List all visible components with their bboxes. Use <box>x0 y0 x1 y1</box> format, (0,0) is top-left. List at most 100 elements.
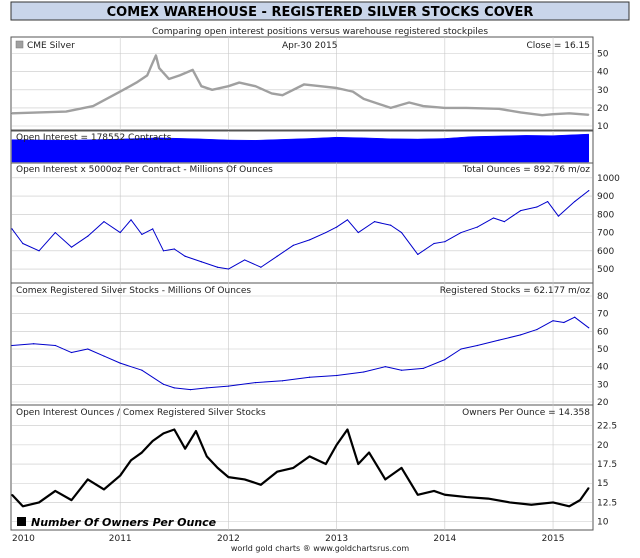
y-tick-label: 1000 <box>597 174 620 184</box>
data-point-oi-ounces <box>400 231 403 234</box>
data-point-registered <box>141 369 143 371</box>
data-point-owners <box>292 467 294 469</box>
data-point-silver <box>38 111 40 114</box>
data-point-silver <box>408 101 410 104</box>
panel-silver-frame <box>10 36 594 131</box>
data-point-oi-ounces <box>141 233 143 235</box>
data-point-owners <box>588 487 590 489</box>
silver-legend-swatch <box>15 40 24 49</box>
data-point-silver <box>238 81 240 84</box>
x-tick-label: 2013 <box>325 534 348 544</box>
data-point-registered <box>281 380 284 382</box>
data-point-oi-ounces <box>216 266 219 268</box>
data-point-registered <box>519 334 522 336</box>
y-tick-label: 800 <box>597 210 614 220</box>
chart-subtitle: Comparing open interest positions versus… <box>152 27 488 37</box>
data-point-owners <box>11 494 13 496</box>
grid-layer <box>12 37 592 530</box>
data-point-owners <box>487 497 489 500</box>
data-point-silver <box>319 85 321 87</box>
data-point-oi-ounces <box>184 255 186 257</box>
y-tick-label: 60 <box>597 327 609 337</box>
data-point-oi-ounces <box>346 219 349 221</box>
y-tick-label: 20 <box>597 398 609 408</box>
data-point-oi-ounces <box>373 221 376 223</box>
y-tick-label: 12.5 <box>597 498 617 508</box>
data-point-oi-ounces <box>336 226 338 228</box>
y-tick-label: 40 <box>597 363 609 373</box>
x-tick-label: 2010 <box>12 534 35 544</box>
data-point-oi-ounces <box>119 231 121 234</box>
data-point-silver <box>588 114 590 116</box>
data-point-silver <box>92 105 94 107</box>
data-point-oi-ounces <box>547 200 549 203</box>
data-point-owners <box>417 494 419 496</box>
data-point-silver <box>152 62 154 64</box>
data-point-owners <box>444 494 446 496</box>
data-point-registered <box>162 383 165 385</box>
series-area-open-interest <box>11 133 590 163</box>
data-point-silver <box>11 112 13 114</box>
data-point-silver <box>65 110 67 113</box>
data-point-silver <box>519 111 522 114</box>
data-point-silver <box>254 85 257 87</box>
data-point-oi-ounces <box>11 228 13 230</box>
data-point-owners <box>368 451 370 454</box>
data-point-silver <box>135 81 138 84</box>
x-tick-label: 2015 <box>542 534 565 544</box>
data-point-oi-ounces <box>433 242 435 245</box>
data-point-owners <box>530 504 533 506</box>
y-tick-label: 600 <box>597 247 614 257</box>
data-point-oi-ounces <box>503 221 505 223</box>
data-point-oi-ounces <box>70 246 73 248</box>
data-point-registered <box>400 369 403 371</box>
data-point-oi-ounces <box>173 248 175 250</box>
data-point-silver <box>465 107 468 109</box>
registered-label-right: Registered Stocks = 62.177 m/oz <box>440 286 590 296</box>
data-point-oi-ounces <box>557 215 560 217</box>
data-point-silver <box>227 85 230 87</box>
data-point-registered <box>498 339 500 341</box>
silver-label-right: Close = 16.15 <box>526 41 590 51</box>
y-tick-label: 30 <box>597 86 609 96</box>
data-point-oi-ounces <box>460 231 462 234</box>
data-point-oi-ounces <box>357 231 359 234</box>
data-point-owners <box>346 428 349 431</box>
y-tick-label: 500 <box>597 265 614 275</box>
owners-legend-label: Number Of Owners Per Ounce <box>31 516 217 529</box>
data-point-owners <box>227 476 230 478</box>
data-point-owners <box>216 467 219 469</box>
data-point-owners <box>384 478 386 481</box>
data-point-silver <box>390 107 392 109</box>
y-tick-label: 50 <box>597 50 609 60</box>
data-point-owners <box>162 432 165 434</box>
data-point-owners <box>509 501 511 504</box>
y-tick-label: 10 <box>597 518 609 528</box>
data-point-silver <box>336 87 338 89</box>
data-point-silver <box>168 78 170 80</box>
data-point-registered <box>254 381 257 384</box>
footer-credit: world gold charts ® www.goldchartsrus.co… <box>231 544 409 553</box>
data-point-silver <box>271 92 273 95</box>
data-point-owners <box>119 474 121 477</box>
data-point-silver <box>568 112 570 114</box>
y-tick-label: 20 <box>597 104 609 114</box>
data-point-registered <box>87 348 89 350</box>
data-point-oi-ounces <box>103 221 105 223</box>
data-point-oi-ounces <box>292 244 294 246</box>
owners-label-right: Owners Per Ounce = 14.358 <box>462 408 590 418</box>
x-tick-label: 2011 <box>109 534 132 544</box>
data-point-oi-ounces <box>536 206 538 208</box>
oi-label-left: Open Interest = 178552 Contracts <box>16 133 172 143</box>
data-point-silver <box>119 91 121 93</box>
data-point-registered <box>33 343 35 345</box>
data-point-registered <box>54 344 56 347</box>
data-point-oi-ounces <box>200 261 202 263</box>
data-point-oi-ounces <box>390 224 392 226</box>
data-point-registered <box>384 366 386 368</box>
x-tick-label: 2014 <box>433 534 456 544</box>
data-point-owners <box>22 505 24 507</box>
data-point-owners <box>433 490 435 492</box>
